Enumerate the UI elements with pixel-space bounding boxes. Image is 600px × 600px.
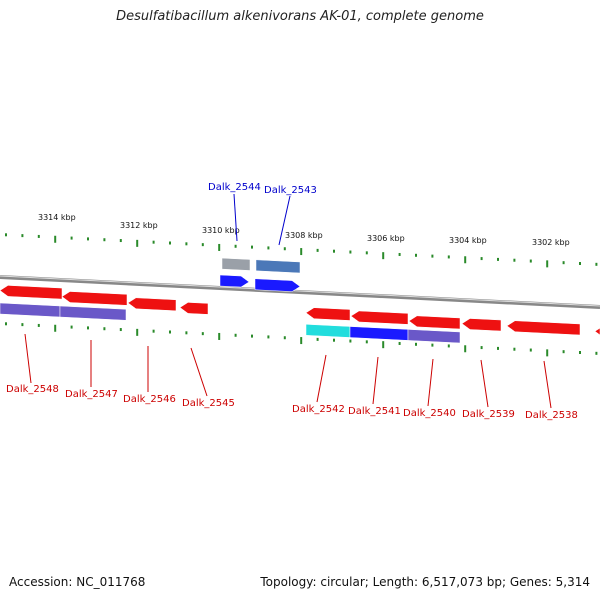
gene-arrow-reverse [408,315,461,330]
gene-arrow-reverse [61,291,128,306]
gene-leader-line [316,354,327,403]
gene-arrow-reverse [461,318,502,332]
gene-label: Dalk_2542 [292,404,345,415]
gene-bar [349,326,409,341]
gene-label: Dalk_2546 [123,394,176,405]
gene-bar [305,324,351,338]
gene-arrow-reverse [0,285,63,300]
scale-label: 3310 kbp [202,226,240,235]
scale-label: 3314 kbp [38,213,76,222]
scale-label: 3302 kbp [532,238,570,247]
gene-label: Dalk_2538 [525,410,578,421]
accession-label: Accession: NC_011768 [9,575,146,589]
gene-leader-line [278,195,291,246]
gene-arrow-reverse [179,302,209,315]
scale-label: 3312 kbp [120,221,158,230]
gene-label: Dalk_2547 [65,389,118,400]
gene-arrow-forward [254,278,301,292]
genome-title: Desulfatibacillum alkenivorans AK-01, co… [116,9,484,24]
scale-label: 3306 kbp [367,234,405,243]
gene-leader-line [233,193,238,242]
gene-bar [221,257,251,271]
gene-arrow-reverse [127,297,177,312]
gene-label: Dalk_2545 [182,398,235,409]
gene-leader-line [190,347,208,397]
gene-arrow-reverse [594,325,600,338]
gene-bar [255,259,301,274]
gene-bar [59,305,127,321]
gene-label: Dalk_2548 [6,384,59,395]
gene-bar [0,302,61,318]
gene-arrow-forward [219,274,250,288]
gene-arrow-reverse [350,310,409,325]
gene-label: Dalk_2544 [208,182,261,193]
gene-label: Dalk_2540 [403,408,456,419]
gene-leader-line [24,333,32,384]
gene-bar [407,329,461,344]
gene-label: Dalk_2541 [348,406,401,417]
gene-leader-line [480,359,489,408]
genome-backbone [0,275,600,309]
gene-leader-line [372,356,379,405]
scale-label: 3308 kbp [285,231,323,240]
gene-label: Dalk_2539 [462,409,515,420]
genome-backbone-highlight [0,275,600,307]
genome-summary: Topology: circular; Length: 6,517,073 bp… [260,575,590,589]
gene-arrow-reverse [506,320,581,336]
gene-label: Dalk_2543 [264,185,317,196]
gene-leader-line [427,358,434,407]
scale-label: 3304 kbp [449,236,487,245]
gene-leader-line [543,360,552,409]
gene-arrow-reverse [305,307,351,321]
